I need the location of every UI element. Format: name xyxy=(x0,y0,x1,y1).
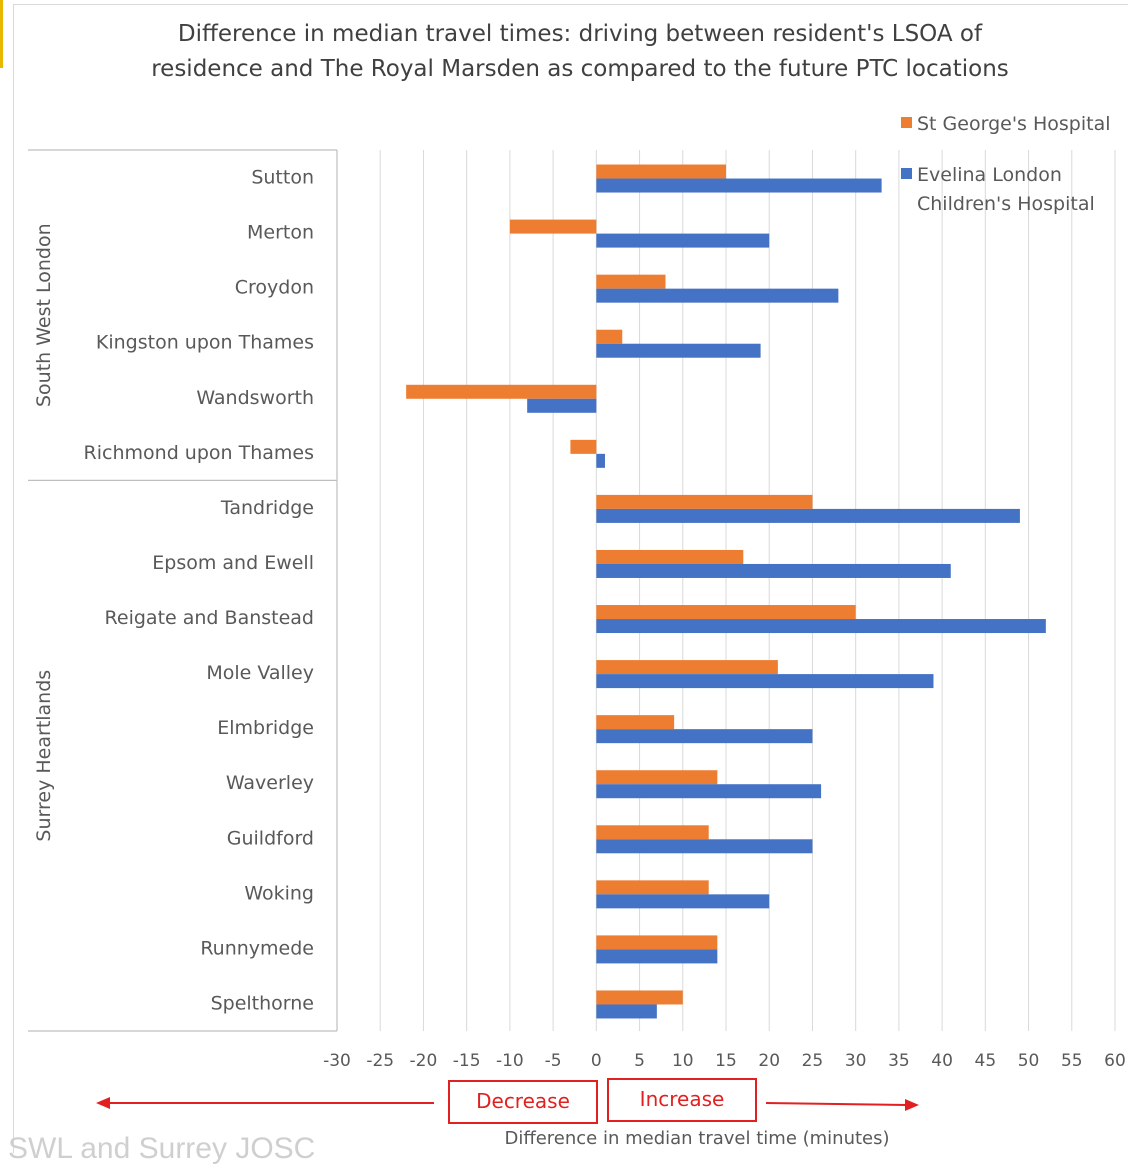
decrease-label: Decrease xyxy=(448,1080,598,1124)
category-label: Runnymede xyxy=(200,937,314,959)
bar-evelina xyxy=(596,563,951,578)
bar-st-georges xyxy=(596,880,709,895)
bar-evelina xyxy=(596,949,718,964)
x-tick-label: 15 xyxy=(715,1051,737,1071)
bar-st-georges xyxy=(596,164,726,179)
decrease-arrow-head xyxy=(96,1097,110,1109)
bar-evelina xyxy=(596,1004,657,1019)
x-tick-label: 45 xyxy=(975,1051,997,1071)
x-tick-label: 50 xyxy=(1018,1051,1040,1071)
x-tick-label: -10 xyxy=(496,1051,524,1071)
x-axis-title: Difference in median travel time (minute… xyxy=(504,1128,889,1149)
category-label: Reigate and Banstead xyxy=(105,607,314,629)
category-label: Spelthorne xyxy=(211,992,314,1014)
x-tick-label: -20 xyxy=(410,1051,438,1071)
bar-evelina xyxy=(596,674,934,689)
category-label: Sutton xyxy=(251,167,314,189)
bar-st-georges xyxy=(596,549,744,564)
chart-title-line-2: residence and The Royal Marsden as compa… xyxy=(151,56,1009,82)
legend-swatch-evelina xyxy=(901,168,912,179)
bar-evelina xyxy=(596,839,813,854)
x-tick-label: -30 xyxy=(323,1051,351,1071)
corner-accent xyxy=(0,0,3,68)
x-tick-label: -15 xyxy=(453,1051,481,1071)
x-tick-label: 10 xyxy=(672,1051,694,1071)
bar-st-georges xyxy=(509,219,597,234)
chart-frame xyxy=(13,4,1128,1153)
bar-evelina xyxy=(596,178,882,193)
bar-st-georges xyxy=(596,329,623,344)
x-tick-label: 25 xyxy=(802,1051,824,1071)
legend-label-evelina: Evelina London Children's Hospital xyxy=(917,164,1095,215)
bar-st-georges xyxy=(596,990,683,1005)
increase-arrow-shaft xyxy=(765,1102,907,1106)
bar-evelina xyxy=(596,288,839,303)
category-label: Waverley xyxy=(226,772,314,794)
bar-st-georges xyxy=(596,825,709,840)
category-label: Merton xyxy=(247,222,314,244)
annotations xyxy=(96,1097,919,1111)
x-tick-label: 20 xyxy=(758,1051,780,1071)
category-labels: Sutton Merton Croydon Kingston upon Thames W… xyxy=(33,167,314,1015)
bar-st-georges xyxy=(596,935,718,950)
group-label: Surrey Heartlands xyxy=(33,670,55,842)
bar-st-georges xyxy=(596,660,778,675)
bar-evelina xyxy=(596,453,605,468)
bar-st-georges xyxy=(596,605,856,620)
bar-evelina xyxy=(596,233,770,248)
bar-evelina xyxy=(596,343,761,358)
x-tick-label: 35 xyxy=(888,1051,910,1071)
bar-st-georges xyxy=(596,274,666,289)
category-label: Elmbridge xyxy=(217,717,314,739)
legend: St George's Hospital Evelina London Childr… xyxy=(901,113,1111,215)
increase-label: Increase xyxy=(607,1078,757,1122)
axes: -30 -25 -20 -15 -10 -5 0 5 10 15 20 25 30 35 40 45 50 55 6… xyxy=(28,149,1126,1149)
bar-evelina xyxy=(596,784,822,799)
x-tick-label: -25 xyxy=(366,1051,394,1071)
category-label: Mole Valley xyxy=(206,662,314,684)
bar-st-georges xyxy=(596,494,813,509)
legend-swatch-st-georges xyxy=(901,117,912,128)
category-label: Croydon xyxy=(235,277,314,299)
bar-evelina xyxy=(596,894,770,909)
bar-st-georges xyxy=(570,439,597,454)
x-tick-label: 40 xyxy=(931,1051,953,1071)
bar-evelina xyxy=(596,729,813,744)
x-tick-label: -5 xyxy=(545,1051,562,1071)
category-label: Tandridge xyxy=(220,497,314,519)
category-label: Woking xyxy=(244,882,314,904)
x-tick-label: 30 xyxy=(845,1051,867,1071)
bar-evelina xyxy=(596,508,1020,523)
increase-arrow-head xyxy=(905,1099,919,1111)
bar-st-georges xyxy=(406,384,597,399)
chart-title-line-1: Difference in median travel times: drivi… xyxy=(177,21,983,47)
x-tick-label: 0 xyxy=(591,1051,602,1071)
category-label: Epsom and Ewell xyxy=(152,552,314,574)
bar-evelina xyxy=(527,398,597,413)
category-label: Kingston upon Thames xyxy=(96,332,314,354)
x-tick-label: 55 xyxy=(1061,1051,1083,1071)
bar-evelina xyxy=(596,619,1046,634)
x-tick-label: 60 xyxy=(1104,1051,1126,1071)
group-label: South West London xyxy=(33,223,55,407)
category-label: Richmond upon Thames xyxy=(84,442,314,464)
legend-label-st-georges: St George's Hospital xyxy=(917,113,1111,135)
bar-st-georges xyxy=(596,770,718,785)
x-tick-label: 5 xyxy=(634,1051,645,1071)
category-label: Wandsworth xyxy=(196,387,314,409)
bar-st-georges xyxy=(596,715,675,730)
bars xyxy=(406,164,1046,1019)
category-label: Guildford xyxy=(227,827,314,849)
footer-text: SWL and Surrey JOSC xyxy=(8,1132,316,1165)
